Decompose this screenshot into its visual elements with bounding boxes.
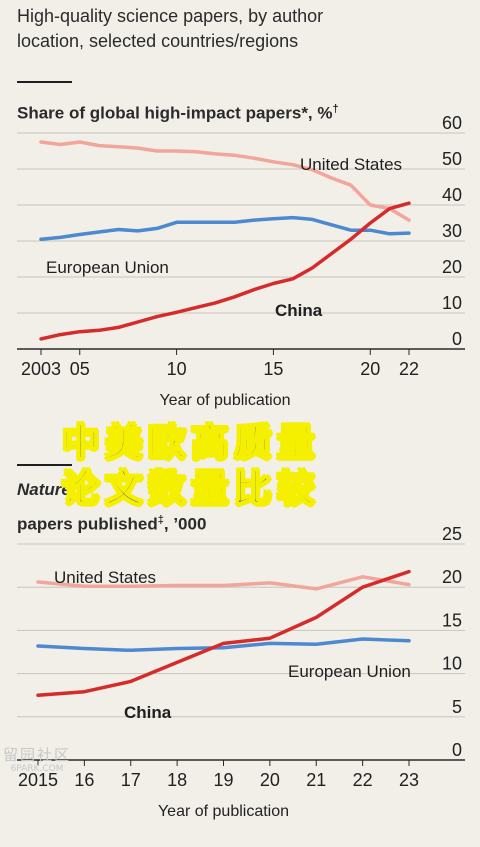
- section-rule-top: [17, 81, 72, 83]
- chart2-xtick-label: 18: [167, 770, 187, 790]
- chart-title: High-quality science papers, by author l…: [17, 4, 457, 54]
- chart2-xtick-label: 19: [213, 770, 233, 790]
- chart2-xtick-label: 21: [306, 770, 326, 790]
- chart2-xtick-label: 20: [260, 770, 280, 790]
- chart1-ytick-label: 60: [442, 113, 462, 133]
- chart1-subtitle-sup: †: [332, 103, 339, 115]
- chart2-subtitle-suffix: , ’000: [163, 514, 207, 534]
- chart1-series-china: [39, 201, 411, 341]
- chart2-ytick-label: 15: [442, 610, 462, 630]
- chart1-xtick-label: 2003: [21, 359, 61, 379]
- chart2-xtick-label: 23: [399, 770, 419, 790]
- overlay-caption-line2: 论文数量比较: [61, 466, 320, 511]
- section-rule-middle: [17, 464, 72, 466]
- chart2-series-china: [36, 569, 411, 697]
- chart2-xtick-label: 16: [74, 770, 94, 790]
- chart1-subtitle: Share of global high-impact papers*, %†: [17, 97, 339, 126]
- chart2-series-label: United States: [54, 568, 156, 587]
- chart1-series-label: European Union: [46, 258, 169, 277]
- chart1-xtick-label: 20: [360, 359, 380, 379]
- chart1-ytick-label: 20: [442, 257, 462, 277]
- chart2-subtitle-italic: Nature: [17, 480, 71, 499]
- chart2-xtick-label: 17: [121, 770, 141, 790]
- chart1-xtick-label: 15: [263, 359, 283, 379]
- chart2-ytick-label: 0: [452, 740, 462, 760]
- chart2-subtitle-text: papers published: [17, 514, 158, 534]
- chart2-series-european-union: [36, 637, 411, 653]
- chart2-xtick-label: 22: [353, 770, 373, 790]
- chart2-series-label: China: [124, 703, 172, 722]
- chart1-ytick-label: 0: [452, 329, 462, 349]
- site-watermark: 留园社区 6PARK.COM: [3, 744, 71, 774]
- chart2-ytick-label: 20: [442, 567, 462, 587]
- chart2-subtitle: Nature papers published‡, ’000: [17, 478, 206, 537]
- chart1-xtick-label: 05: [70, 359, 90, 379]
- chart1-series-united-states: [39, 140, 411, 222]
- chart1-series-european-union: [39, 215, 411, 241]
- chart2-series-united-states: [36, 575, 411, 591]
- chart1-xtick-label: 10: [167, 359, 187, 379]
- chart1-ytick-label: 10: [442, 293, 462, 313]
- chart1-ytick-label: 50: [442, 149, 462, 169]
- chart1-ytick-label: 40: [442, 185, 462, 205]
- chart1-subtitle-text: Share of global high-impact papers*, %: [17, 103, 333, 123]
- chart2-ytick-label: 5: [452, 697, 462, 717]
- chart-title-line1: High-quality science papers, by author: [17, 6, 324, 26]
- overlay-caption-line1: 中美欧高质量: [61, 420, 320, 465]
- chart1-svg: 0 10 20 30 40 50 60 2003 05 10 15 20 22 Year of publi…: [17, 113, 465, 409]
- chart2-ytick-label: 25: [442, 524, 462, 544]
- chart-title-line2: location, selected countries/regions: [17, 31, 299, 51]
- chart1-series-label: China: [275, 301, 323, 320]
- chart2-ytick-label: 10: [442, 654, 462, 674]
- watermark-line2: 6PARK.COM: [10, 764, 64, 774]
- chart2-series-label: European Union: [288, 662, 411, 681]
- chart2-xlabel: Year of publication: [158, 803, 289, 820]
- chart1-series-label: United States: [300, 155, 402, 174]
- watermark-line1: 留园社区: [3, 746, 72, 764]
- chart1-ytick-label: 30: [442, 221, 462, 241]
- chart1-xtick-label: 22: [399, 359, 419, 379]
- chart2-xtick-label: 2015: [18, 770, 58, 790]
- chart2-subtitle-sup: ‡: [157, 514, 164, 526]
- chart1-xlabel: Year of publication: [159, 392, 290, 409]
